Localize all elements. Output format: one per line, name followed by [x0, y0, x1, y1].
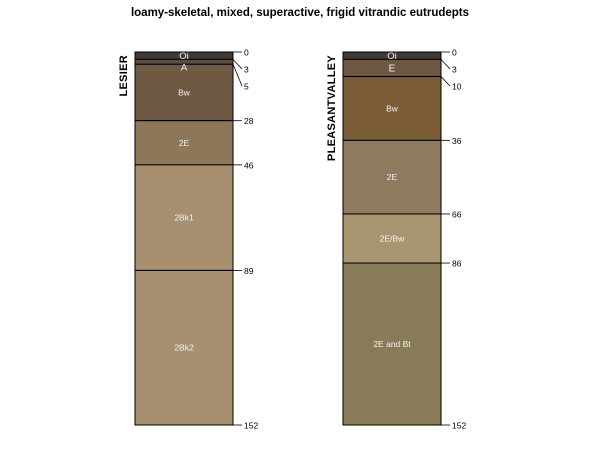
horizon-label: 2Bk2 [174, 343, 194, 353]
depth-label: 3 [244, 65, 249, 75]
horizon-2e-and-bt [342, 262, 442, 426]
depth-label: 3 [452, 65, 457, 75]
depth-label: 5 [244, 82, 249, 92]
depth-label: 36 [452, 136, 462, 146]
horizon-label: Oi [387, 51, 397, 62]
horizon-label: Oi [179, 51, 189, 62]
depth-label: 28 [244, 116, 254, 126]
depth-label: 0 [452, 48, 457, 58]
depth-tick [232, 59, 243, 70]
horizon-2bk1 [134, 164, 234, 271]
depth-label: 89 [244, 266, 254, 276]
horizon-label: Bw [386, 103, 399, 113]
profile-name: PLEASANTVALLEY [326, 55, 338, 161]
horizon-label: 2E and Bt [373, 339, 411, 349]
depth-label: 152 [452, 421, 466, 431]
depth-tick [232, 64, 243, 87]
horizon-2e-bw [342, 213, 442, 264]
horizon-2e [134, 120, 234, 166]
depth-label: 46 [244, 160, 254, 170]
depth-label: 0 [244, 48, 249, 58]
horizon-2bk2 [134, 269, 234, 426]
depth-tick [440, 76, 451, 87]
horizon-label: 2E [387, 172, 398, 182]
soil-profile-lesier: OiA Bw 2E 2Bk1 2Bk2 0 3 5 28 46 89 152 LESIER [118, 48, 258, 431]
depth-label: 10 [452, 82, 462, 92]
horizon-label: 2E/Bw [380, 233, 405, 243]
horizon-label: 2E [179, 138, 190, 148]
horizon-label: Bw [178, 87, 191, 97]
horizon-bw [134, 63, 234, 122]
horizon-label: 2Bk1 [174, 213, 194, 223]
depth-tick [440, 59, 451, 70]
horizon-label: E [389, 63, 396, 74]
soil-profile-pleasantvalley: OiE Bw 2E 2E/Bw 2E and Bt 0 3 10 36 66 86 152 PLEASA… [326, 48, 466, 431]
depth-label: 86 [452, 259, 462, 269]
depth-label: 66 [452, 209, 462, 219]
horizon-label: A [181, 62, 188, 73]
profile-name: LESIER [118, 55, 130, 97]
depth-label: 152 [244, 421, 258, 431]
figure-title: loamy-skeletal, mixed, superactive, frig… [131, 7, 469, 19]
